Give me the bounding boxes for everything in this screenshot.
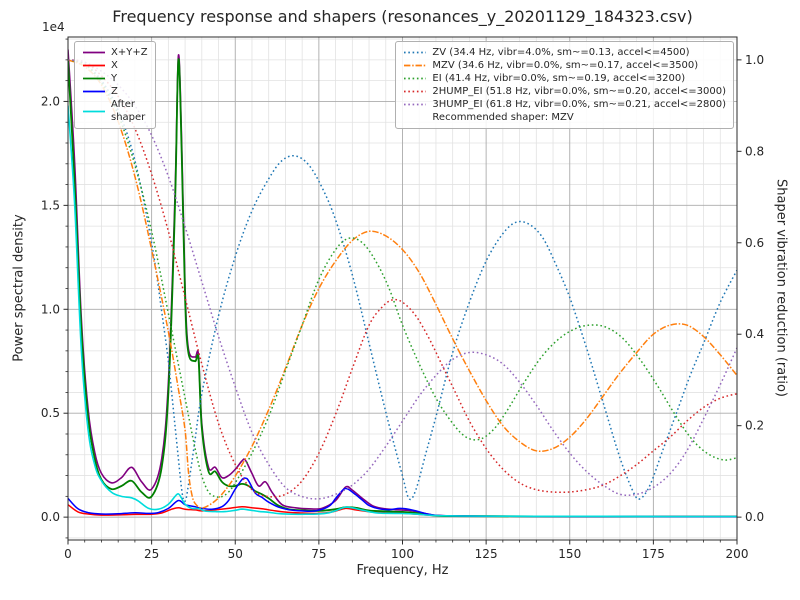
- legend-item: Y: [82, 72, 148, 85]
- y-axis-label-left: Power spectral density: [11, 214, 27, 362]
- legend-line-sample: [404, 103, 427, 106]
- x-axis-label: Frequency, Hz: [356, 563, 449, 578]
- legend-line-sample: [83, 51, 105, 54]
- x-tick-label: 125: [475, 547, 498, 561]
- legend-item: Z: [82, 85, 148, 98]
- x-tick-label: 150: [558, 547, 581, 561]
- legend-item: After shaper: [82, 98, 148, 124]
- y-right-tick-label: 0.8: [745, 144, 764, 158]
- series-zv: [68, 59, 737, 503]
- legend-item-label: Y: [111, 73, 118, 84]
- series-x-y-z: [68, 49, 737, 518]
- legend-line-sample: [404, 77, 427, 80]
- recommended-shaper-note: Recommended shaper: MZV: [432, 112, 574, 123]
- legend-line-sample: [83, 110, 105, 112]
- x-tick-label: 75: [311, 547, 326, 561]
- legend-item: EI (41.4 Hz, vibr=0.0%, sm~=0.19, accel<…: [403, 72, 726, 85]
- shaper-legend: ZV (34.4 Hz, vibr=4.0%, sm~=0.13, accel<…: [395, 41, 734, 129]
- y-right-tick-label: 0.4: [745, 327, 764, 341]
- legend-item: ZV (34.4 Hz, vibr=4.0%, sm~=0.13, accel<…: [403, 46, 726, 59]
- legend-item-label: 2HUMP_EI (51.8 Hz, vibr=0.0%, sm~=0.20, …: [432, 86, 726, 97]
- legend-item-label: MZV (34.6 Hz, vibr=0.0%, sm~=0.17, accel…: [432, 60, 699, 71]
- y-right-tick-label: 0.6: [745, 236, 764, 250]
- series-3hump-ei: [68, 59, 737, 500]
- legend-item-label: 3HUMP_EI (61.8 Hz, vibr=0.0%, sm~=0.21, …: [432, 99, 726, 110]
- psd-legend-rows: X+Y+Z X Y Z After shaper: [82, 46, 148, 124]
- x-tick-label: 0: [64, 547, 72, 561]
- shaper-legend-rows: ZV (34.4 Hz, vibr=4.0%, sm~=0.13, accel<…: [403, 46, 726, 111]
- legend-line-sample: [404, 90, 427, 93]
- y-right-tick-label: 0.0: [745, 510, 764, 524]
- legend-item-label: X+Y+Z: [111, 47, 148, 58]
- legend-item-label: Z: [111, 86, 118, 97]
- x-tick-label: 200: [726, 547, 749, 561]
- y-left-tick-label: 1.5: [41, 198, 60, 212]
- legend-item-label: EI (41.4 Hz, vibr=0.0%, sm~=0.19, accel<…: [432, 73, 686, 84]
- y-left-tick-label: 2.0: [41, 94, 60, 108]
- series-mzv: [68, 59, 737, 509]
- legend-item-label: X: [111, 60, 118, 71]
- legend-item: X: [82, 59, 148, 72]
- legend-item: 3HUMP_EI (61.8 Hz, vibr=0.0%, sm~=0.21, …: [403, 98, 726, 111]
- y-left-tick-label: 1.0: [41, 302, 60, 316]
- y-axis-offset-label: 1e4: [42, 20, 65, 34]
- legend-item-label: After shaper: [111, 99, 146, 123]
- chart-title: Frequency response and shapers (resonanc…: [112, 7, 693, 26]
- x-tick-label: 25: [144, 547, 159, 561]
- x-tick-label: 50: [228, 547, 243, 561]
- series-z: [68, 477, 737, 518]
- y-right-tick-label: 0.2: [745, 419, 764, 433]
- legend-item: 2HUMP_EI (51.8 Hz, vibr=0.0%, sm~=0.20, …: [403, 85, 726, 98]
- legend-line-sample: [404, 51, 427, 54]
- series-y: [68, 58, 737, 518]
- series-ei: [68, 59, 737, 498]
- legend-item: X+Y+Z: [82, 46, 148, 59]
- x-tick-label: 100: [391, 547, 414, 561]
- legend-line-sample: [83, 77, 105, 80]
- legend-item: MZV (34.6 Hz, vibr=0.0%, sm~=0.17, accel…: [403, 59, 726, 72]
- legend-item-label: ZV (34.4 Hz, vibr=4.0%, sm~=0.13, accel<…: [432, 47, 690, 58]
- psd-legend: X+Y+Z X Y Z After shaper: [74, 41, 156, 129]
- legend-line-sample: [83, 90, 105, 93]
- legend-line-sample: [404, 64, 427, 67]
- y-right-tick-label: 1.0: [745, 53, 764, 67]
- y-left-tick-label: 0.0: [41, 510, 60, 524]
- x-tick-label: 175: [642, 547, 665, 561]
- y-axis-label-right: Shaper vibration reduction (ratio): [773, 179, 789, 397]
- legend-line-sample: [83, 64, 105, 67]
- y-left-tick-label: 0.5: [41, 406, 60, 420]
- series-after-shaper: [68, 105, 737, 518]
